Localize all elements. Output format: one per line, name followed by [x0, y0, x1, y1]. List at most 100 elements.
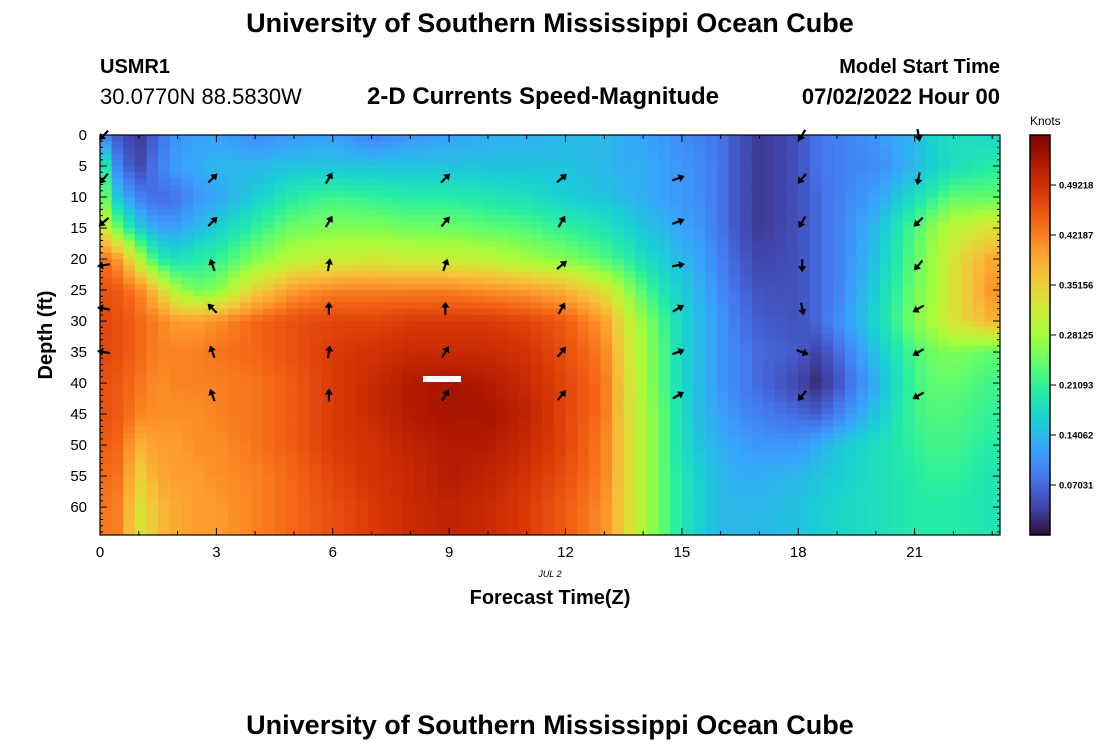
heatmap-cell: [705, 246, 718, 254]
heatmap-cell: [484, 265, 497, 273]
heatmap-cell: [123, 240, 136, 248]
heatmap-cell: [449, 513, 462, 521]
heatmap-cell: [705, 197, 718, 204]
heatmap-cell: [809, 370, 823, 378]
heatmap-cell: [926, 445, 939, 452]
heatmap-cell: [903, 246, 916, 254]
heatmap-cell: [274, 135, 287, 142]
heatmap-cell: [821, 476, 834, 483]
heatmap-cell: [425, 438, 439, 446]
heatmap-cell: [309, 135, 322, 142]
heatmap-cell: [111, 203, 124, 211]
heatmap-cell: [239, 438, 252, 446]
heatmap-cell: [949, 240, 962, 248]
heatmap-cell: [716, 457, 730, 465]
heatmap-cell: [763, 482, 776, 490]
heatmap-cell: [425, 215, 439, 223]
heatmap-cell: [356, 215, 369, 223]
heatmap-cell: [449, 178, 462, 186]
heatmap-cell: [949, 302, 962, 310]
heatmap-cell: [181, 438, 194, 446]
heatmap-cell: [251, 135, 264, 142]
heatmap-cell: [228, 234, 241, 242]
heatmap-cell: [984, 153, 997, 161]
heatmap-cell: [949, 426, 962, 434]
heatmap-cell: [286, 519, 299, 527]
heatmap-cell: [216, 463, 229, 471]
heatmap-cell: [402, 172, 415, 180]
heatmap-cell: [460, 240, 474, 248]
heatmap-cell: [530, 240, 543, 248]
heatmap-cell: [868, 283, 881, 291]
heatmap-cell: [763, 389, 776, 397]
heatmap-cell: [356, 525, 369, 533]
heatmap-cell: [763, 321, 776, 328]
heatmap-cell: [425, 197, 439, 204]
heatmap-cell: [530, 339, 543, 347]
heatmap-cell: [879, 321, 892, 328]
heatmap-cell: [763, 190, 776, 198]
heatmap-cell: [332, 246, 345, 254]
heatmap-cell: [169, 507, 183, 514]
heatmap-cell: [332, 432, 345, 440]
heatmap-cell: [309, 252, 322, 260]
heatmap-cell: [775, 352, 788, 359]
heatmap-cell: [693, 494, 706, 502]
heatmap-cell: [670, 221, 683, 229]
heatmap-cell: [216, 420, 229, 428]
heatmap-cell: [926, 234, 939, 242]
heatmap-cell: [646, 476, 660, 483]
heatmap-cell: [460, 271, 474, 279]
heatmap-cell: [425, 525, 439, 533]
heatmap-cell: [984, 283, 997, 291]
heatmap-cell: [868, 414, 881, 421]
heatmap-cell: [542, 432, 555, 440]
heatmap-cell: [623, 345, 636, 353]
heatmap-cell: [565, 271, 578, 279]
heatmap-cell: [518, 184, 532, 192]
heatmap-cell: [844, 290, 858, 297]
heatmap-cell: [495, 401, 508, 409]
heatmap-cell: [286, 420, 299, 428]
heatmap-cell: [798, 407, 811, 415]
heatmap-cell: [879, 172, 892, 180]
heatmap-cell: [356, 494, 369, 502]
heatmap-cell: [693, 302, 706, 310]
heatmap-cell: [146, 159, 159, 167]
heatmap-cell: [914, 197, 927, 204]
heatmap-cell: [786, 358, 799, 366]
heatmap-cell: [646, 135, 660, 142]
heatmap-cell: [786, 252, 799, 260]
heatmap-cell: [670, 147, 683, 155]
heatmap-cell: [262, 345, 276, 353]
heatmap-cell: [972, 197, 986, 204]
heatmap-cell: [204, 500, 217, 508]
heatmap-cell: [530, 500, 543, 508]
heatmap-cell: [833, 135, 846, 142]
heatmap-cell: [577, 414, 590, 421]
heatmap-cell: [100, 407, 113, 415]
heatmap-cell: [297, 308, 311, 316]
heatmap-cell: [379, 308, 392, 316]
heatmap-cell: [216, 147, 229, 155]
heatmap-cell: [565, 190, 578, 198]
heatmap-cell: [484, 290, 497, 297]
heatmap-cell: [681, 184, 695, 192]
heatmap-cell: [903, 376, 916, 384]
heatmap-cell: [716, 259, 730, 266]
heatmap-cell: [193, 178, 206, 186]
heatmap-cell: [879, 141, 892, 148]
heatmap-cell: [903, 277, 916, 285]
heatmap-cell: [961, 290, 974, 297]
heatmap-cell: [809, 184, 823, 192]
heatmap-cell: [169, 302, 183, 310]
heatmap-cell: [553, 414, 567, 421]
heatmap-cell: [600, 420, 613, 428]
heatmap-cell: [344, 457, 357, 465]
heatmap-cell: [111, 302, 124, 310]
heatmap-cell: [809, 327, 823, 335]
heatmap-cell: [169, 494, 183, 502]
heatmap-cell: [961, 203, 974, 211]
heatmap-cell: [903, 432, 916, 440]
heatmap-cell: [646, 370, 660, 378]
